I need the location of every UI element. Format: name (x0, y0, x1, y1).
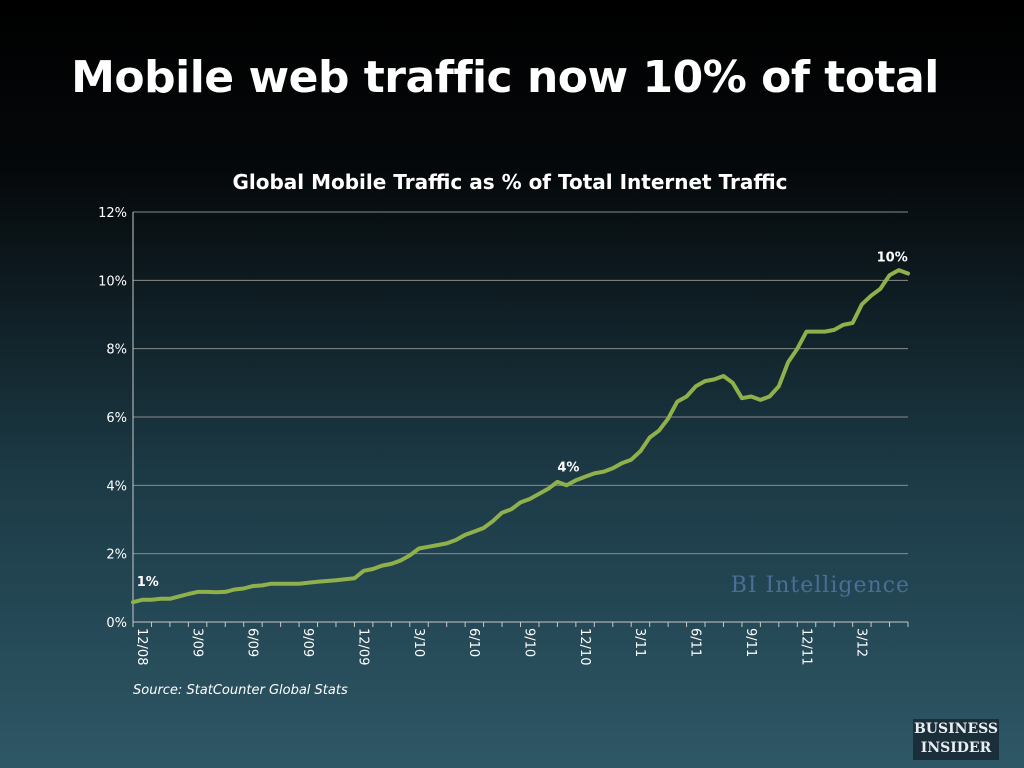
y-tick-label: 10% (98, 274, 127, 289)
y-tick-label: 4% (106, 479, 127, 494)
x-tick-label: 6/10 (466, 628, 481, 657)
x-tick-label: 6/11 (688, 628, 703, 657)
data-callout: 1% (137, 575, 159, 590)
x-tick-label: 3/09 (189, 628, 204, 657)
y-tick-label: 2% (106, 548, 127, 563)
y-tick-label: 6% (106, 411, 127, 426)
x-tick-label: 12/08 (134, 628, 149, 665)
series-line (131, 268, 910, 605)
x-tick-label: 12/10 (577, 628, 592, 665)
slide-title: Mobile web traffic now 10% of total (71, 52, 939, 103)
data-callout: 4% (557, 461, 579, 476)
y-tick-label: 0% (106, 616, 127, 631)
source-note: Source: StatCounter Global Stats (133, 683, 348, 698)
x-tick-label: 3/12 (854, 628, 869, 657)
data-callout: 10% (877, 251, 908, 266)
series-group (131, 268, 910, 605)
x-tick-label: 12/11 (798, 628, 813, 665)
x-tick-label: 6/09 (245, 628, 260, 657)
x-tick-label: 3/11 (632, 628, 647, 657)
logo-line-2: INSIDER (920, 740, 992, 756)
annotations: 1% 4% 10% (137, 251, 908, 591)
x-tick-label: 9/10 (522, 628, 537, 657)
bi-intelligence-watermark: BI Intelligence (730, 573, 910, 598)
x-axis-ticks: 12/08 3/09 6/09 9/09 12/09 3/10 6/10 9/10 12/10 3… (132, 622, 909, 665)
x-tick-label: 3/10 (411, 628, 426, 657)
gridlines (132, 211, 908, 623)
x-tick-label: 9/09 (300, 628, 315, 657)
logo-line-1: BUSINESS (913, 721, 999, 737)
y-tick-label: 12% (98, 206, 127, 221)
x-tick-label: 9/11 (743, 628, 758, 657)
x-tick-label: 12/09 (355, 628, 370, 665)
y-tick-label: 8% (106, 343, 127, 358)
chart-title: Global Mobile Traffic as % of Total Inte… (232, 170, 788, 194)
business-insider-logo: BUSINESS INSIDER (913, 719, 999, 760)
y-axis-ticks: 0% 2% 4% 6% 8% 10% 12% (98, 206, 127, 631)
